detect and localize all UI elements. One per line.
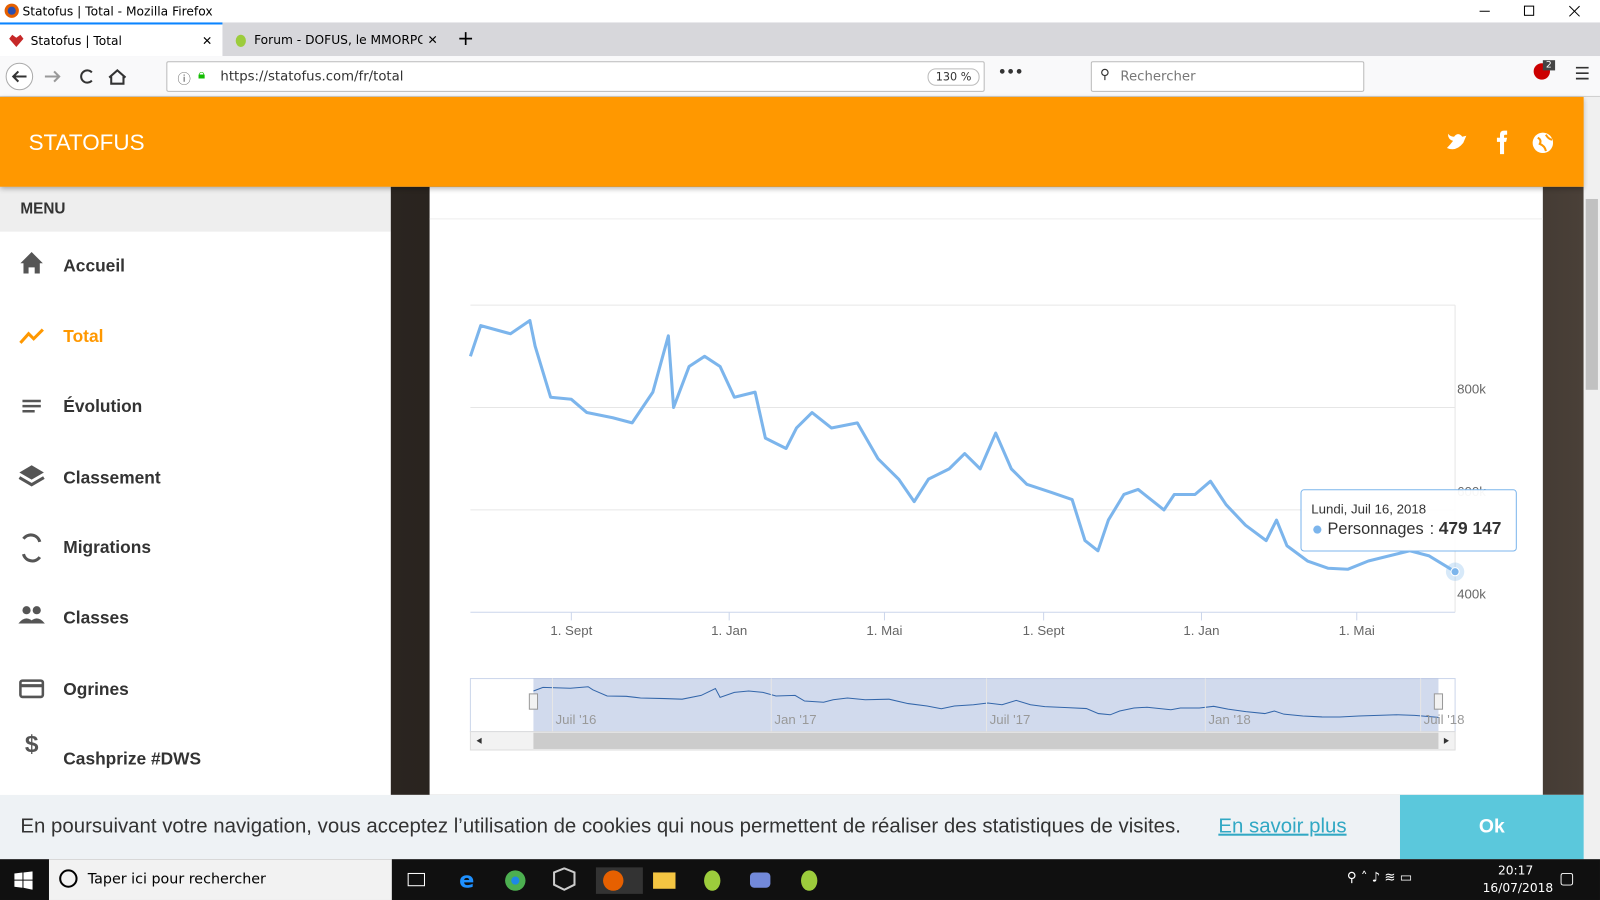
tooltip-separator: : <box>1430 520 1435 538</box>
clock-time: 20:17 <box>1497 863 1534 878</box>
navigator-tick-label: Juil '18 <box>1424 712 1465 727</box>
url: https://statofus.com/fr/total <box>220 69 404 85</box>
tab[interactable]: Forum - DOFUS, le MMORPG st ✕ <box>226 22 448 56</box>
taskbar: Taper ici pour rechercher e ⚲ ˄ ♪ ≋ ▭ 20… <box>0 859 1600 900</box>
info-icon: ⓘ <box>177 72 191 88</box>
title-bar: Statofus | Total - Mozilla Firefox <box>0 0 1600 23</box>
sidebar: MENU $ Accueil Total Évolution Classemen… <box>0 186 391 795</box>
tooltip-series-name: Personnages <box>1328 520 1424 538</box>
nav-buttons[interactable] <box>4 60 147 93</box>
hover-point <box>1450 567 1460 577</box>
x-tick-label: 1. Mai <box>866 623 902 638</box>
cookie-banner: En poursuivant votre navigation, vous ac… <box>0 794 1584 860</box>
window-title: Statofus | Total - Mozilla Firefox <box>22 4 213 19</box>
tab-close[interactable]: ✕ <box>427 32 438 47</box>
navigator-tick-label: Juil '17 <box>990 712 1031 727</box>
new-tab[interactable]: + <box>457 25 475 50</box>
scroll-thumb[interactable] <box>1585 198 1598 390</box>
navigator-tick-label: Jan '18 <box>1208 712 1250 727</box>
cookie-button[interactable]: Ok <box>1399 794 1584 860</box>
menu-item-active[interactable]: Total <box>63 326 104 346</box>
y-tick-label: 400k <box>1457 586 1486 601</box>
cookie-text: En poursuivant votre navigation, vous ac… <box>20 815 1181 838</box>
search-bar[interactable]: ⚲ Rechercher <box>1090 61 1365 92</box>
zoom-level[interactable]: 130 % <box>927 68 980 86</box>
cookie-button-label: Ok <box>1478 815 1505 838</box>
data-line <box>468 318 1456 574</box>
taskbar-search[interactable]: Taper ici pour rechercher <box>48 859 392 900</box>
menu-item[interactable]: Évolution <box>63 396 143 417</box>
search-circle <box>59 869 78 888</box>
lock-icon: 🔒︎ <box>197 67 206 83</box>
x-tick-label: 1. Mai <box>1339 623 1375 638</box>
page-actions[interactable]: ••• <box>997 65 1024 81</box>
scrollbar-thumb <box>533 732 1439 749</box>
window-controls[interactable] <box>1469 0 1600 22</box>
taskbar-search-text: Taper ici pour rechercher <box>87 871 266 888</box>
menu-item[interactable]: Cashprize #DWS <box>63 748 202 769</box>
x-tick-label: 1. Jan <box>711 623 747 638</box>
navigator-selection <box>533 678 1439 732</box>
tab-icon <box>9 34 24 47</box>
url-bar[interactable]: ⓘ 🔒︎ https://statofus.com/fr/total 130 % <box>166 61 985 92</box>
taskbar-apps[interactable]: e <box>406 867 824 894</box>
x-tick-label: 1. Sept <box>1023 623 1065 638</box>
menu-title: MENU <box>20 199 66 218</box>
firefox-icon <box>4 3 19 18</box>
scrollbar[interactable] <box>1583 96 1600 860</box>
divider <box>429 218 1543 220</box>
menu-button[interactable]: ☰ <box>1574 64 1591 85</box>
menu-header: MENU <box>0 186 391 232</box>
tab-title: Forum - DOFUS, le MMORPG st <box>254 32 423 47</box>
menu-item[interactable]: Ogrines <box>63 679 129 699</box>
menu-item[interactable]: Migrations <box>63 537 151 558</box>
navigator-tick-label: Jan '17 <box>774 712 816 727</box>
start-button[interactable] <box>14 871 33 890</box>
site-header: STATOFUS <box>0 96 1584 187</box>
menu-item[interactable]: Classement <box>63 468 161 488</box>
clock-date: 16/07/2018 <box>1482 880 1554 895</box>
x-tick-label: 1. Sept <box>550 623 592 638</box>
tray-icons[interactable]: ⚲ ˄ ♪ ≋ ▭ <box>1346 870 1413 886</box>
search-placeholder: Rechercher <box>1120 69 1196 85</box>
tooltip-value: 479 147 <box>1439 518 1502 538</box>
nav-bar: ⓘ 🔒︎ https://statofus.com/fr/total 130 %… <box>0 56 1600 97</box>
tab-bar: Statofus | Total ✕ Forum - DOFUS, le MMO… <box>0 22 1600 57</box>
cookie-link[interactable]: En savoir plus <box>1218 815 1347 838</box>
search-icon: ⚲ <box>1099 67 1110 83</box>
navigator-handle[interactable] <box>1433 693 1444 710</box>
svg-text:e: e <box>459 868 474 894</box>
navigator-tick-label: Juil '16 <box>556 712 597 727</box>
tooltip-box <box>1300 489 1517 552</box>
tooltip-title: Lundi, Juil 16, 2018 <box>1311 502 1426 517</box>
badge: 2 <box>1542 60 1555 71</box>
notifications[interactable]: ▢ <box>1559 868 1575 888</box>
tab[interactable]: Statofus | Total ✕ <box>0 22 223 57</box>
x-tick-label: 1. Jan <box>1183 623 1219 638</box>
tab-title: Statofus | Total <box>30 33 122 48</box>
menu-item[interactable]: Accueil <box>63 256 125 276</box>
tab-close[interactable]: ✕ <box>201 33 213 48</box>
navigator-handle[interactable] <box>528 693 539 710</box>
menu-icons: $ <box>18 252 45 758</box>
social-icons[interactable] <box>1444 128 1561 159</box>
menu-item[interactable]: Classes <box>63 608 129 628</box>
site-name[interactable]: STATOFUS <box>28 129 145 156</box>
svg-text:$: $ <box>25 731 39 758</box>
y-tick-label: 800k <box>1457 382 1486 397</box>
tooltip-bullet <box>1313 525 1322 534</box>
navigator-line <box>533 686 1439 718</box>
tab-icon <box>235 34 246 47</box>
